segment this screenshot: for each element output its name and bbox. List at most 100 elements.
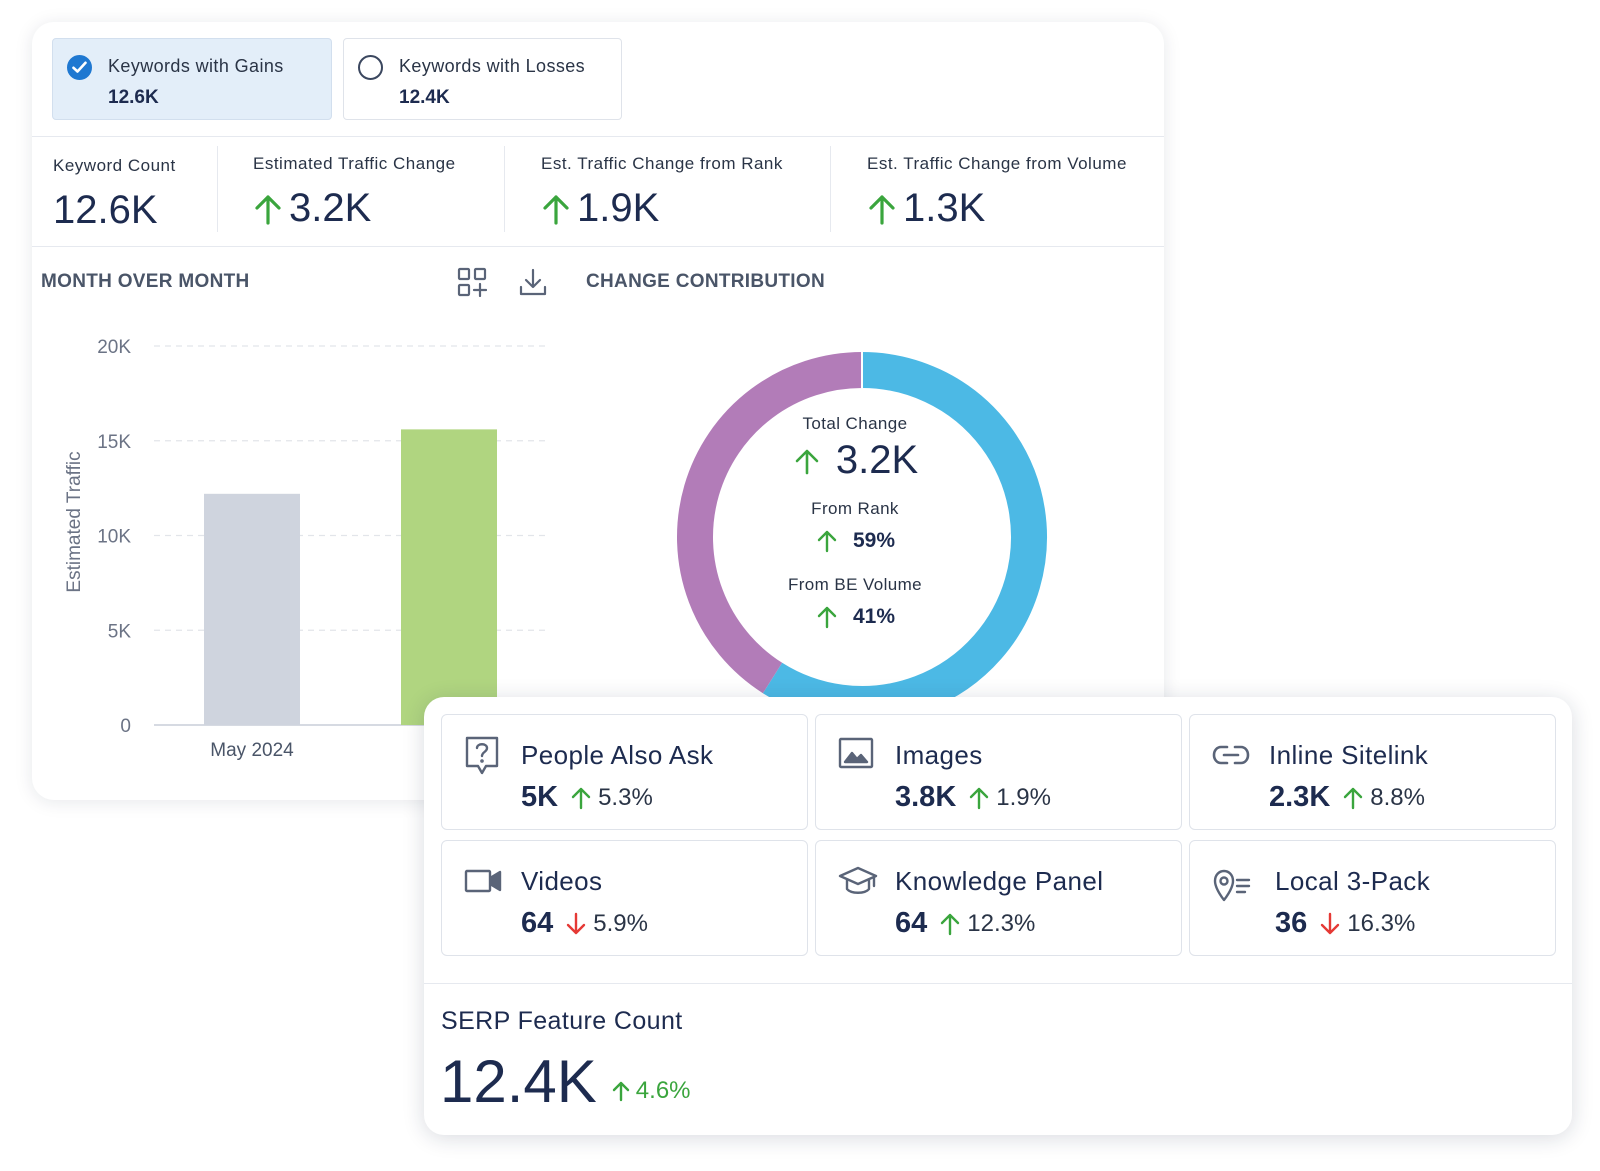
grid-add-icon[interactable] [457, 267, 488, 302]
serp-feature-count-label: SERP Feature Count [441, 1007, 683, 1035]
bar-0[interactable] [204, 493, 300, 725]
y-tick-label: 20K [97, 337, 131, 358]
serp-feature-count-value: 12.4K [440, 1048, 597, 1115]
feature-count: 64 [521, 907, 554, 939]
feature-name: People Also Ask [521, 740, 714, 770]
feature-pct: 8.8% [1370, 783, 1425, 811]
arrow-up-icon [970, 787, 989, 809]
arrow-up-icon [869, 194, 895, 225]
feature-count: 5K [521, 781, 559, 813]
total-change-label: Total Change [802, 414, 908, 433]
divider [424, 983, 1572, 984]
stat-label: Est. Traffic Change from Rank [541, 154, 783, 173]
arrow-up-icon [795, 449, 819, 474]
stat-label: Keyword Count [53, 156, 176, 175]
arrow-up-icon [571, 787, 591, 809]
divider [32, 136, 1164, 137]
feature-pct: 12.3% [967, 909, 1036, 937]
image-icon [838, 735, 874, 776]
toggle-label: Keywords with Gains [108, 56, 284, 76]
stat-value: 3.2K [253, 186, 456, 231]
serp-feature-count: 12.4K 4.6% [440, 1047, 691, 1116]
serp-feature-change: 4.6% [611, 1077, 691, 1105]
divider [504, 146, 505, 232]
divider [217, 146, 218, 232]
feature-count: 2.3K [1269, 781, 1331, 813]
feature-tile-videos[interactable]: Videos 64 5.9% [441, 840, 808, 956]
stat-traffic-change-volume: Est. Traffic Change from Volume 1.3K [867, 154, 1127, 231]
feature-count: 36 [1275, 907, 1308, 939]
feature-tile-inline-sitelink[interactable]: Inline Sitelink 2.3K 8.8% [1189, 714, 1556, 830]
toggle-value: 12.4K [399, 87, 450, 108]
stat-estimated-traffic-change: Estimated Traffic Change 3.2K [253, 154, 456, 231]
download-icon[interactable] [518, 267, 548, 302]
total-change-value: 3.2K [727, 438, 983, 483]
toggle-keywords-gains[interactable]: Keywords with Gains 12.6K [52, 38, 332, 120]
from-volume-value: 41% [727, 605, 983, 629]
stat-value: 12.6K [53, 188, 158, 232]
checked-radio-icon [67, 55, 92, 80]
y-tick-label: 15K [97, 432, 131, 453]
feature-stats: 64 5.9% [521, 907, 648, 940]
feature-count: 64 [895, 907, 928, 939]
stat-value: 1.9K [541, 186, 783, 231]
donut-center: Total Change 3.2K From Rank 59% From BE … [727, 414, 983, 629]
arrow-up-icon [1344, 787, 1363, 809]
feature-tile-images[interactable]: Images 3.8K 1.9% [815, 714, 1182, 830]
graduation-cap-icon [838, 865, 878, 902]
stat-label: Est. Traffic Change from Volume [867, 154, 1127, 173]
feature-stats: 5K 5.3% [521, 781, 653, 814]
feature-name: Inline Sitelink [1269, 740, 1429, 770]
toggle-value: 12.6K [108, 87, 159, 108]
y-tick-label: 0 [120, 716, 131, 737]
arrow-down-icon [567, 912, 586, 934]
map-pin-list-icon [1212, 867, 1252, 908]
video-icon [464, 868, 502, 899]
feature-count: 3.8K [895, 781, 957, 813]
from-rank-value: 59% [727, 529, 983, 553]
arrow-up-icon [612, 1081, 629, 1102]
stat-traffic-change-rank: Est. Traffic Change from Rank 1.9K [541, 154, 783, 231]
bar-1[interactable] [401, 429, 497, 725]
feature-stats: 3.8K 1.9% [895, 781, 1051, 814]
feature-tile-knowledge-panel[interactable]: Knowledge Panel 64 12.3% [815, 840, 1182, 956]
feature-name: Videos [521, 866, 603, 896]
donut-slice-1[interactable] [677, 352, 863, 694]
toggle-keywords-losses[interactable]: Keywords with Losses 12.4K [343, 38, 622, 120]
feature-pct: 16.3% [1347, 909, 1416, 937]
y-tick-label: 5K [108, 621, 132, 642]
change-contribution-title: CHANGE CONTRIBUTION [586, 271, 825, 292]
feature-stats: 2.3K 8.8% [1269, 781, 1425, 814]
arrow-up-icon [543, 194, 569, 225]
arrow-up-icon [255, 194, 281, 225]
y-axis-label: Estimated Traffic [64, 451, 85, 592]
divider [32, 246, 1164, 247]
feature-name: Knowledge Panel [895, 866, 1104, 896]
toggle-label: Keywords with Losses [399, 56, 586, 76]
feature-pct: 5.9% [593, 909, 648, 937]
feature-stats: 36 16.3% [1275, 907, 1415, 940]
link-icon [1212, 743, 1250, 772]
feature-name: Local 3-Pack [1275, 866, 1431, 896]
x-tick-label: May 2024 [210, 740, 294, 761]
feature-stats: 64 12.3% [895, 907, 1035, 940]
unchecked-radio-icon [358, 55, 383, 80]
arrow-up-icon [817, 530, 837, 553]
stat-keyword-count: Keyword Count 12.6K [53, 156, 176, 233]
divider [830, 146, 831, 232]
serp-features-card: People Also Ask 5K 5.3% Images 3.8K 1.9% [424, 697, 1572, 1135]
feature-tile-people-also-ask[interactable]: People Also Ask 5K 5.3% [441, 714, 808, 830]
from-volume-label: From BE Volume [787, 575, 923, 594]
feature-pct: 1.9% [996, 783, 1051, 811]
arrow-up-icon [817, 606, 837, 629]
arrow-up-icon [941, 913, 960, 935]
stat-value: 1.3K [867, 186, 1127, 231]
from-rank-label: From Rank [811, 499, 899, 518]
keyword-traffic-card: Keywords with Gains 12.6K Keywords with … [32, 22, 1164, 800]
feature-pct: 5.3% [598, 783, 653, 811]
feature-tile-local-3-pack[interactable]: Local 3-Pack 36 16.3% [1189, 840, 1556, 956]
month-over-month-title: MONTH OVER MONTH [41, 271, 250, 292]
feature-name: Images [895, 740, 983, 770]
question-box-icon [464, 735, 500, 782]
